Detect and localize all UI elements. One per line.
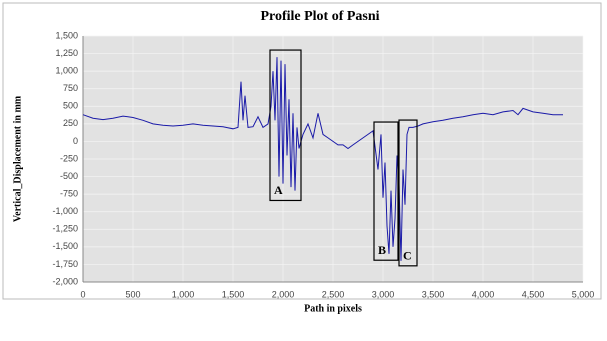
annotation-box xyxy=(398,119,418,267)
y-tick-label: 250 xyxy=(63,118,78,128)
x-tick-label: 2,000 xyxy=(272,289,295,299)
x-tick-label: 3,500 xyxy=(422,289,445,299)
y-tick-label: -1,000 xyxy=(52,206,78,216)
x-tick-label: 5,000 xyxy=(572,289,595,299)
y-axis-label: Vertical_Displacement in mm xyxy=(12,95,23,222)
y-tick-label: 1,000 xyxy=(55,66,78,76)
y-tick-label: 0 xyxy=(73,136,78,146)
annotation-box xyxy=(269,49,302,202)
x-tick-label: 4,500 xyxy=(522,289,545,299)
y-tick-label: 1,250 xyxy=(55,48,78,58)
y-tick-label: -500 xyxy=(60,171,78,181)
y-tick-label: -2,000 xyxy=(52,276,78,286)
x-tick-label: 1,000 xyxy=(172,289,195,299)
y-tick-label: -750 xyxy=(60,189,78,199)
annotation-label: A xyxy=(274,183,283,197)
x-tick-label: 500 xyxy=(125,289,140,299)
annotation-label: C xyxy=(403,249,412,263)
x-tick-label: 2,500 xyxy=(322,289,345,299)
x-tick-label: 1,500 xyxy=(222,289,245,299)
y-tick-label: -1,500 xyxy=(52,241,78,251)
annotation-label: B xyxy=(378,243,386,257)
y-tick-label: -1,250 xyxy=(52,224,78,234)
profile-line xyxy=(82,57,563,261)
annotation-box xyxy=(373,121,399,261)
x-axis-label: Path in pixels xyxy=(304,303,362,314)
y-tick-label: -250 xyxy=(60,153,78,163)
x-tick-label: 4,000 xyxy=(472,289,495,299)
y-tick-label: -1,750 xyxy=(52,259,78,269)
x-tick-label: 3,000 xyxy=(372,289,395,299)
x-tick-label: 0 xyxy=(80,289,85,299)
y-tick-label: 1,500 xyxy=(55,30,78,40)
y-tick-label: 750 xyxy=(63,83,78,93)
y-tick-label: 500 xyxy=(63,101,78,111)
chart-title: Profile Plot of Pasni xyxy=(260,9,379,24)
